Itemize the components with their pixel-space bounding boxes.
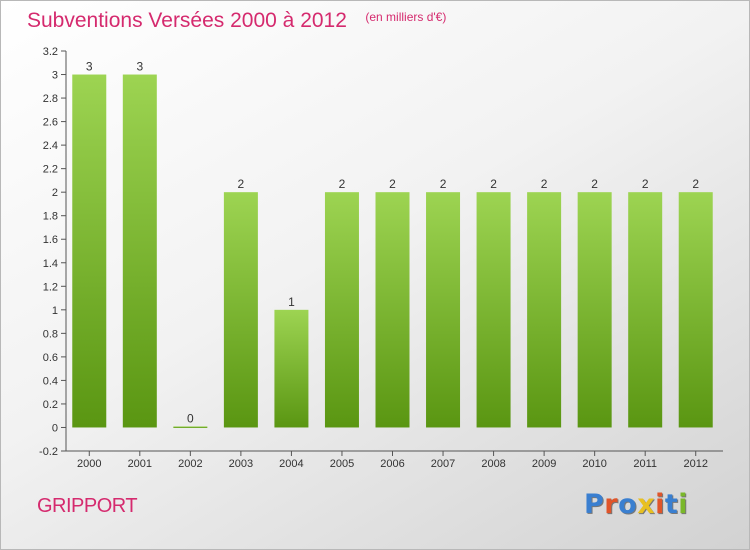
data-label-2005: 2 — [339, 177, 346, 191]
data-label-2012: 2 — [692, 177, 699, 191]
x-tick-label-2012: 2012 — [683, 458, 707, 470]
data-label-2007: 2 — [440, 177, 447, 191]
y-tick-label: 0.6 — [43, 352, 58, 364]
y-tick-label: 0.4 — [43, 375, 58, 387]
logo-letter: x — [637, 489, 656, 520]
y-tick-label: 2.8 — [43, 93, 58, 105]
bar-2012 — [678, 192, 713, 428]
x-tick-label-2009: 2009 — [532, 458, 556, 470]
bar-2005 — [324, 192, 359, 428]
data-label-2006: 2 — [389, 177, 396, 191]
x-tick-label-2010: 2010 — [582, 458, 606, 470]
y-tick-label: 0.8 — [43, 328, 58, 340]
logo-letter: r — [604, 489, 619, 520]
y-tick-label: -0.2 — [39, 446, 58, 458]
data-label-2011: 2 — [642, 177, 649, 191]
x-tick-label-2002: 2002 — [178, 458, 202, 470]
y-tick-label: 2.6 — [43, 117, 58, 129]
data-label-2002: 0 — [187, 411, 194, 425]
logo-letter: i — [655, 489, 665, 520]
x-tick-label-2007: 2007 — [431, 458, 455, 470]
title-row: Subventions Versées 2000 à 2012 (en mill… — [27, 9, 446, 33]
bar-2000 — [72, 74, 107, 428]
bar-2009 — [527, 192, 562, 428]
data-label-2004: 1 — [288, 295, 295, 309]
x-tick-label-2000: 2000 — [77, 458, 101, 470]
bar-2006 — [375, 192, 410, 428]
data-label-2008: 2 — [490, 177, 497, 191]
bar-2002 — [173, 426, 208, 428]
data-label-2009: 2 — [541, 177, 548, 191]
chart-subtitle: (en milliers d'€) — [365, 10, 447, 24]
x-tick-label-2005: 2005 — [330, 458, 354, 470]
data-label-2001: 3 — [136, 60, 143, 74]
data-label-2000: 3 — [86, 60, 93, 74]
proxiti-logo: Proxiti — [584, 489, 688, 520]
y-tick-label: 2 — [52, 187, 58, 199]
place-name: GRIPPORT — [37, 495, 138, 517]
y-tick-label: 1.2 — [43, 281, 58, 293]
y-tick-label: 1 — [52, 305, 58, 317]
bar-2004 — [274, 309, 309, 428]
y-tick-label: 1.4 — [43, 258, 58, 270]
y-tick-label: 1.8 — [43, 211, 58, 223]
bar-2008 — [476, 192, 511, 428]
x-tick-label-2008: 2008 — [481, 458, 505, 470]
x-tick-label-2004: 2004 — [279, 458, 303, 470]
logo-letter: t — [664, 489, 679, 520]
y-tick-label: 0 — [52, 422, 58, 434]
data-label-2010: 2 — [591, 177, 598, 191]
logo-letter: P — [584, 489, 605, 520]
x-tick-label-2003: 2003 — [229, 458, 253, 470]
bar-2001 — [122, 74, 157, 428]
x-tick-label-2011: 2011 — [633, 458, 657, 470]
chart-title: Subventions Versées 2000 à 2012 — [27, 9, 347, 32]
y-tick-label: 3.2 — [43, 46, 58, 58]
y-tick-label: 3 — [52, 70, 58, 82]
y-tick-label: 0.2 — [43, 399, 58, 411]
x-tick-label-2006: 2006 — [380, 458, 404, 470]
y-tick-label: 1.6 — [43, 234, 58, 246]
x-tick-label-2001: 2001 — [128, 458, 152, 470]
data-label-2003: 2 — [238, 177, 245, 191]
logo-letter: i — [678, 489, 689, 520]
y-tick-label: 2.4 — [43, 140, 58, 152]
bar-2007 — [426, 192, 461, 428]
bar-2003 — [223, 192, 258, 428]
logo-letter: o — [618, 489, 638, 520]
bar-2010 — [577, 192, 612, 428]
bar-2011 — [628, 192, 663, 428]
y-tick-label: 2.2 — [43, 164, 58, 176]
